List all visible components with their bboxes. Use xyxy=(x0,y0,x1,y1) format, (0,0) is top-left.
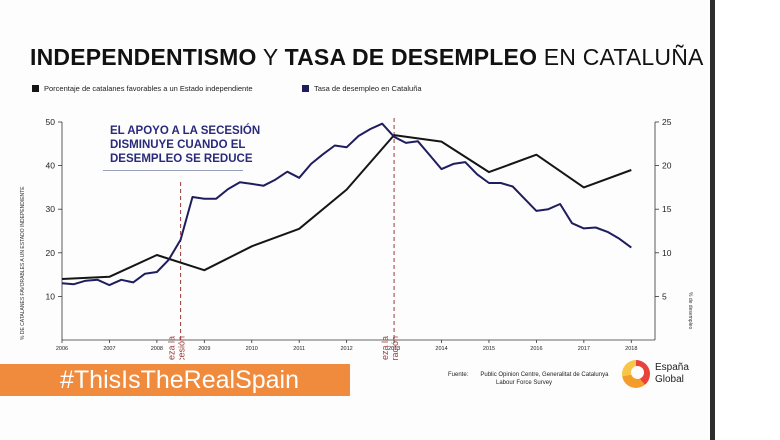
hashtag-banner xyxy=(0,364,350,396)
logo-line-1: España xyxy=(655,362,689,373)
x-tick-label: 2013 xyxy=(388,346,400,352)
source-line-1: Public Opinion Centre, Generalitat de Ca… xyxy=(480,372,609,378)
series-line-unemployment xyxy=(61,122,632,287)
x-tick-label: 2017 xyxy=(578,346,590,352)
annotation-label: Empieza larecuperación xyxy=(380,336,400,360)
legend-unemployment: Tasa de desempleo en Cataluña xyxy=(302,84,422,93)
title-part4: EN CATALUÑA xyxy=(543,44,704,70)
legend-independence: Porcentaje de catalanes favorables a un … xyxy=(32,84,252,93)
x-tick-label: 2007 xyxy=(103,346,115,352)
chart-title: INDEPENDENTISMO Y TASA DE DESEMPLEO EN C… xyxy=(30,44,704,71)
source-label: Fuente: xyxy=(448,372,469,378)
callout-line-1: EL APOYO A LA SECESIÓN xyxy=(110,125,261,137)
x-tick-label: 2006 xyxy=(56,346,68,352)
callout-line-2: DISMINUYE CUANDO EL xyxy=(110,139,246,151)
x-tick-label: 2012 xyxy=(341,346,353,352)
hashtag-text: #ThisIsTheRealSpain xyxy=(60,366,300,394)
x-tick-label: 2011 xyxy=(293,346,305,352)
x-tick-label: 2008 xyxy=(151,346,163,352)
title-part3: TASA DE DESEMPLEO xyxy=(284,44,538,70)
title-part2: Y xyxy=(262,44,278,70)
annotation-label-line: Empieza la xyxy=(380,336,390,360)
source-note: Fuente: Public Opinion Centre, Generalita… xyxy=(448,371,608,387)
annotation-label-line: recesión xyxy=(177,336,187,360)
chart-callout: EL APOYO A LA SECESIÓN DISMINUYE CUANDO … xyxy=(110,124,260,166)
logo-line-2: Global xyxy=(655,374,684,385)
chart-svg: 10 20 30 40 50 5 10 15 20 25 2006 2007 2008 2009 2010 2… xyxy=(46,117,672,360)
y-right-tick-label: 5 xyxy=(662,291,667,301)
y-left-tick-label: 50 xyxy=(46,117,56,127)
annotation-label: Empieza larecesión xyxy=(167,336,187,360)
legend-label-independence: Porcentaje de catalanes favorables a un … xyxy=(44,84,253,93)
title-part1: INDEPENDENTISMO xyxy=(30,44,257,70)
page-edge xyxy=(710,0,715,440)
x-tick-label: 2018 xyxy=(625,346,637,352)
annotation-label-line: recuperación xyxy=(390,336,400,360)
y-right-tick-label: 25 xyxy=(662,117,672,127)
y-left-tick-label: 40 xyxy=(46,161,56,171)
x-tick-label: 2014 xyxy=(435,346,447,352)
x-tick-label: 2009 xyxy=(198,346,210,352)
y-left-tick-label: 20 xyxy=(46,248,56,258)
x-tick-label: 2016 xyxy=(530,346,542,352)
callout-underline xyxy=(103,170,243,171)
y-left-tick-label: 30 xyxy=(46,204,56,214)
y-right-tick-label: 20 xyxy=(662,161,672,171)
y-left-tick-label: 10 xyxy=(46,291,56,301)
x-tick-label: 2010 xyxy=(246,346,258,352)
logo-text: España Global xyxy=(655,362,689,386)
source-line-2: Labour Force Survey xyxy=(496,380,553,386)
annotation-label-line: Empieza la xyxy=(167,336,177,360)
legend-label-unemployment: Tasa de desempleo en Cataluña xyxy=(314,84,422,93)
legend-swatch-independence xyxy=(32,85,39,92)
callout-line-3: DESEMPLEO SE REDUCE xyxy=(110,153,253,165)
legend-swatch-unemployment xyxy=(302,85,309,92)
x-tick-label: 2015 xyxy=(483,346,495,352)
y-right-tick-label: 15 xyxy=(662,204,672,214)
series-line-independence xyxy=(61,134,632,280)
y-right-tick-label: 10 xyxy=(662,248,672,258)
espana-global-logo-icon xyxy=(622,360,650,388)
